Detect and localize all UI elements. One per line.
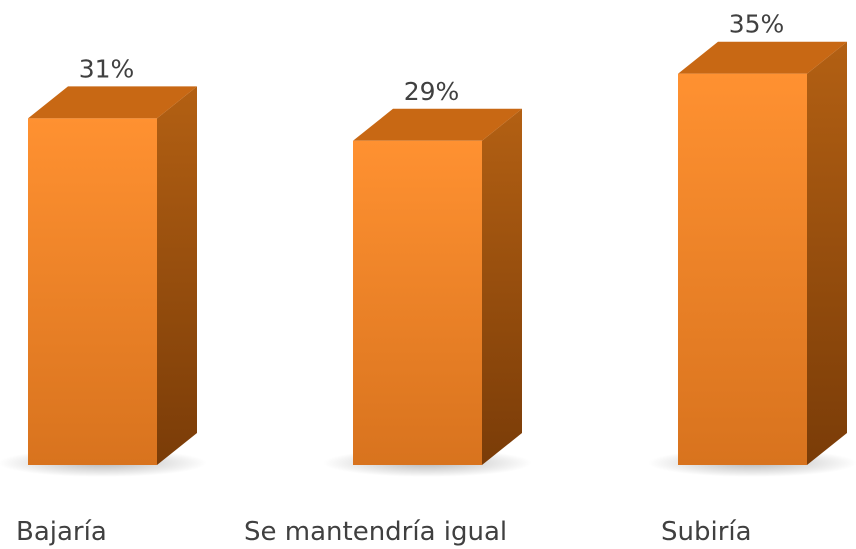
bar [648, 41, 856, 477]
bar [323, 108, 532, 477]
bar-side-face [482, 108, 522, 465]
bar-top-face [678, 41, 847, 74]
category-label: Se mantendría igual [244, 517, 507, 547]
bar-top-face [28, 86, 197, 119]
bar-side-face [807, 41, 847, 465]
bar-front-face [28, 118, 157, 466]
bars-layer [0, 41, 856, 477]
bar-front-face [678, 73, 807, 465]
data-label: 35% [729, 10, 785, 39]
labels-layer: 31% Bajaría 29% Se mantendría igual 35% Subir… [16, 10, 784, 547]
bar [0, 86, 207, 477]
bar-front-face [353, 140, 482, 465]
data-label: 29% [404, 77, 460, 106]
category-label: Subiría [661, 517, 752, 547]
bar-side-face [157, 86, 197, 466]
data-label: 31% [79, 54, 135, 83]
category-label: Bajaría [16, 517, 107, 547]
bar-top-face [353, 108, 522, 141]
